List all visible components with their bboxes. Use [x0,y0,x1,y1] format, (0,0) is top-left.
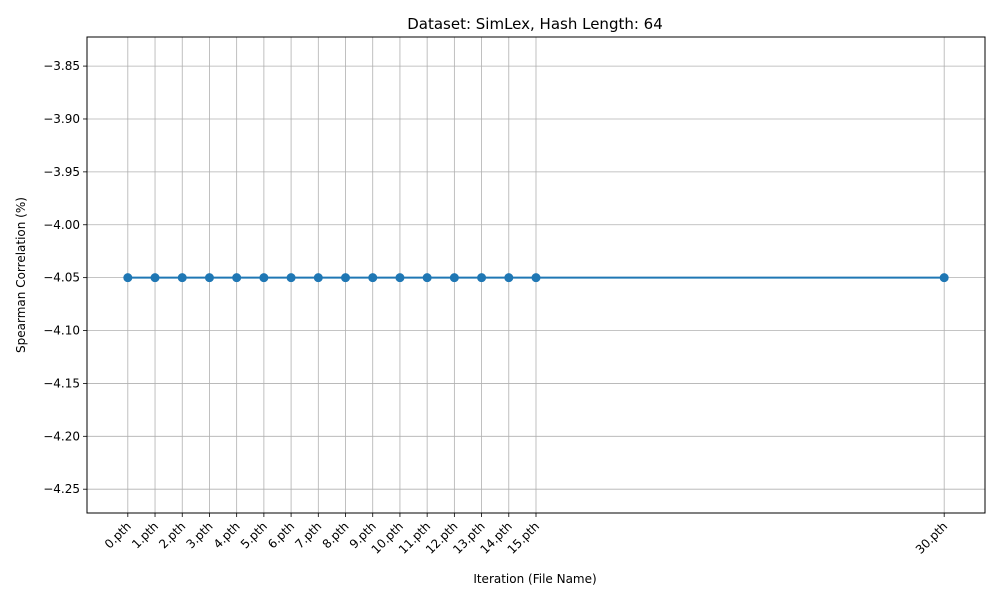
y-tick-label: −4.00 [43,218,80,232]
x-tick-label: 8.pth [320,519,352,551]
data-point [204,273,214,283]
data-point [477,273,487,283]
data-point [939,273,949,283]
x-tick-label: 0.pth [102,519,134,551]
x-tick-label: 2.pth [156,519,188,551]
y-tick-label: −4.15 [43,376,80,390]
data-point [177,273,187,283]
y-tick-label: −3.95 [43,165,80,179]
data-point [368,273,378,283]
data-point [531,273,541,283]
x-tick-label: 5.pth [238,519,270,551]
series-layer [123,273,949,283]
data-point [123,273,133,283]
data-point [286,273,296,283]
x-tick-label: 4.pth [211,519,243,551]
y-tick-label: −4.10 [43,324,80,338]
y-tick-label: −4.05 [43,271,80,285]
data-point [449,273,459,283]
x-tick-label: 6.pth [265,519,297,551]
y-axis-ticks: −3.85 −3.90 −3.95 −4.00 −4.05 −4.10 −4.15 −4.20… [43,59,87,496]
data-point [395,273,405,283]
chart-title: Dataset: SimLex, Hash Length: 64 [407,15,663,33]
data-point [422,273,432,283]
y-tick-label: −4.20 [43,429,80,443]
x-tick-label: 3.pth [183,519,215,551]
data-point [259,273,269,283]
x-tick-label: 30.pth [913,519,950,556]
y-tick-label: −3.90 [43,112,80,126]
data-point [504,273,514,283]
data-point [313,273,323,283]
y-tick-label: −4.25 [43,482,80,496]
x-tick-label: 1.pth [129,519,161,551]
data-point [150,273,160,283]
data-point [341,273,351,283]
data-point [232,273,242,283]
x-axis-ticks: 0.pth1.pth2.pth3.pth4.pth5.pth6.pth7.pth… [102,513,950,557]
y-axis-label: Spearman Correlation (%) [14,197,28,353]
x-axis-label: Iteration (File Name) [473,572,596,586]
y-tick-label: −3.85 [43,59,80,73]
x-tick-label: 7.pth [292,519,324,551]
